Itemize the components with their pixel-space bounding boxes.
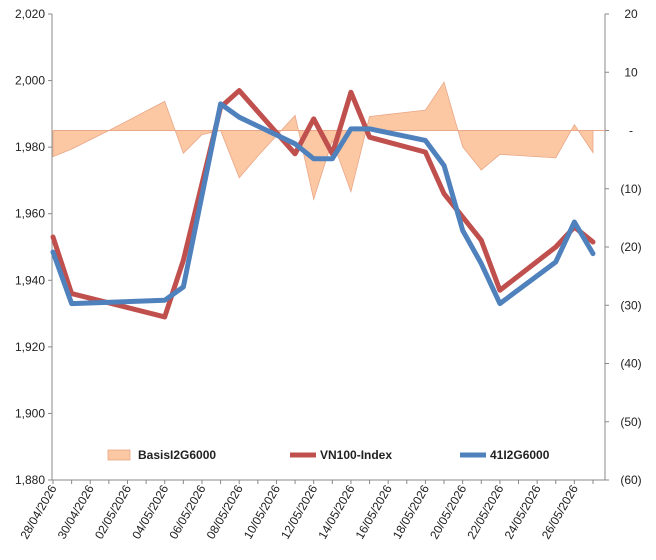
left-tick-label: 1,900 xyxy=(15,406,45,420)
left-tick-label: 1,880 xyxy=(15,473,45,487)
x-tick-label: 22/05/2026 xyxy=(464,482,506,541)
x-tick-label: 20/05/2026 xyxy=(427,482,469,541)
legend: BasisI2G6000 VN100-Index 41I2G6000 xyxy=(107,448,550,462)
right-tick-label: (20) xyxy=(620,240,641,254)
right-tick-label: (40) xyxy=(620,357,641,371)
legend-label: BasisI2G6000 xyxy=(138,448,216,462)
x-tick-label: 24/05/2026 xyxy=(502,482,544,541)
right-tick-label: (10) xyxy=(620,182,641,196)
right-axis-ticks: 20 10 - (10) (20) (30) (40) (50) (60) xyxy=(605,7,642,487)
left-tick-label: 2,020 xyxy=(15,7,45,21)
x-tick-label: 18/05/2026 xyxy=(390,482,432,541)
x-tick-label: 16/05/2026 xyxy=(353,482,395,541)
plot-frame xyxy=(51,14,606,481)
left-axis-ticks: 2,020 2,000 1,980 1,960 1,940 1,920 1,900 1,880 xyxy=(15,7,52,487)
x-axis-ticks: 28/04/202630/04/202602/05/202604/05/2026… xyxy=(17,480,594,542)
legend-swatch-area xyxy=(107,449,131,461)
right-tick-label: - xyxy=(629,124,633,138)
legend-label: 41I2G6000 xyxy=(490,448,550,462)
line-layer xyxy=(50,88,596,320)
legend-label: VN100-Index xyxy=(320,448,392,462)
right-tick-label: (30) xyxy=(620,298,641,312)
x-tick-label: 10/05/2026 xyxy=(241,482,283,541)
basis-area-layer xyxy=(52,81,605,201)
x-tick-label: 26/05/2026 xyxy=(539,482,581,541)
x-tick-label: 02/05/2026 xyxy=(92,482,134,541)
left-tick-label: 2,000 xyxy=(15,74,45,88)
series-line-41i2g6000 xyxy=(50,101,596,307)
left-tick-label: 1,980 xyxy=(15,140,45,154)
right-tick-label: (60) xyxy=(620,473,641,487)
left-tick-label: 1,960 xyxy=(15,207,45,221)
series-line-vn100-index xyxy=(50,88,596,320)
left-tick-label: 1,920 xyxy=(15,340,45,354)
left-tick-label: 1,940 xyxy=(15,273,45,287)
x-tick-label: 12/05/2026 xyxy=(278,482,320,541)
right-tick-label: (50) xyxy=(620,415,641,429)
right-tick-label: 20 xyxy=(624,7,638,21)
x-tick-label: 14/05/2026 xyxy=(315,482,357,541)
x-tick-label: 06/05/2026 xyxy=(166,482,208,541)
x-tick-label: 08/05/2026 xyxy=(204,482,246,541)
x-tick-label: 28/04/2026 xyxy=(17,482,59,541)
right-tick-label: 10 xyxy=(624,65,638,79)
x-tick-label: 04/05/2026 xyxy=(129,482,171,541)
x-tick-label: 30/04/2026 xyxy=(55,482,97,541)
